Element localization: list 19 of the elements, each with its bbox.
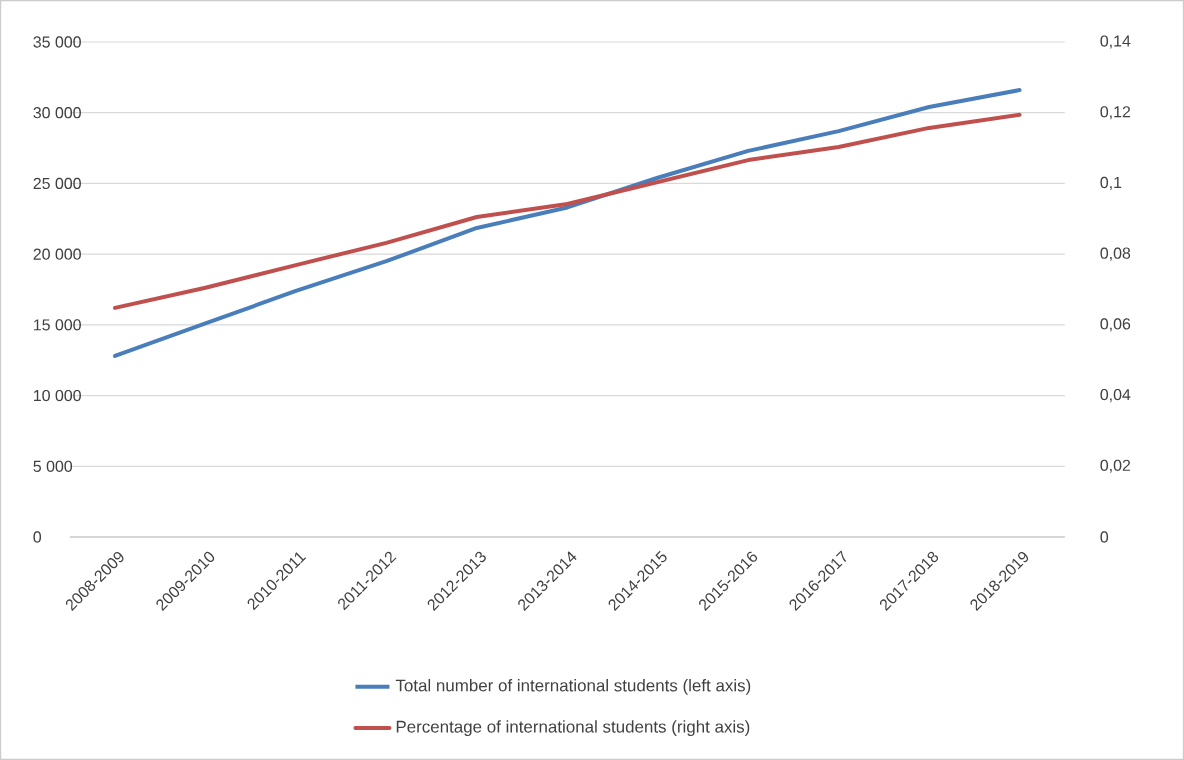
y-tick-label: 20 000 xyxy=(33,248,81,260)
y2-tick-label: 0,12 xyxy=(1100,106,1131,120)
legend-label: Percentage of international students (right axis) xyxy=(396,720,750,737)
y-tick-label: 35 000 xyxy=(33,36,81,48)
y-tick-label: 10 000 xyxy=(34,389,81,402)
y-tick-label: 5 000 xyxy=(33,460,73,472)
y2-tick-label: 0 xyxy=(1100,531,1109,543)
y2-tick-label: 0,06 xyxy=(1100,318,1131,332)
y2-tick-label: 0,02 xyxy=(1100,459,1131,473)
y2-tick-label: 0,04 xyxy=(1100,388,1131,403)
y-tick-label: 0 xyxy=(33,531,42,543)
y2-tick-label: 0,08 xyxy=(1100,247,1131,261)
y-tick-label: 30 000 xyxy=(33,107,81,119)
y-tick-label: 25 000 xyxy=(33,177,81,190)
line-series xyxy=(113,88,1022,358)
legend-label: Total number of international students (left axis) xyxy=(395,679,751,695)
y2-tick-label: 0,14 xyxy=(1100,35,1131,49)
y2-tick-label: 0,1 xyxy=(1100,176,1122,191)
y-tick-label: 15 000 xyxy=(34,319,81,331)
